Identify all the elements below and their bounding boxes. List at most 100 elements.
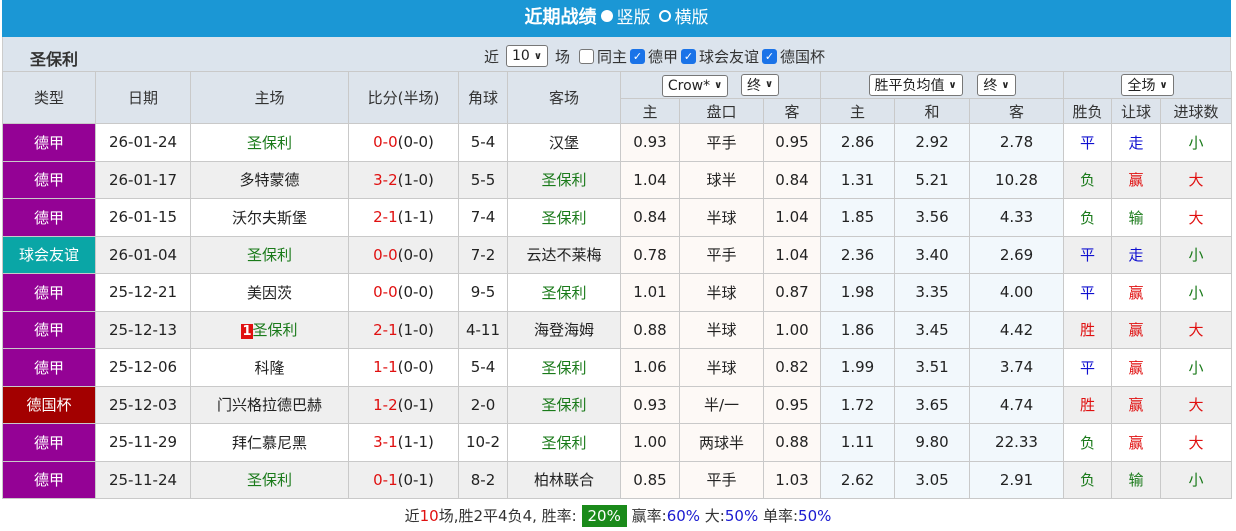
period-select[interactable]: 全场 ∨ — [1121, 74, 1174, 96]
away-team: 圣保利 — [541, 358, 587, 377]
ah-away-odds: 1.03 — [775, 470, 809, 489]
away-cell[interactable]: 柏林联合 — [507, 460, 621, 499]
avg-stage-select[interactable]: 终 ∨ — [977, 74, 1016, 96]
league-type[interactable]: 德甲 — [2, 460, 96, 499]
match-date: 26-01-17 — [108, 170, 178, 189]
ah-away-odds: 0.88 — [775, 433, 809, 452]
radio-vertical[interactable] — [600, 10, 613, 22]
horizontal-label[interactable]: 横版 — [674, 8, 709, 28]
match-count-select[interactable]: 10 ∨ — [506, 45, 548, 67]
away-cell[interactable]: 海登海姆 — [507, 310, 621, 349]
league-type[interactable]: 德甲 — [2, 273, 96, 312]
score-cell[interactable]: 1-2(0-1) — [348, 385, 459, 424]
ah-away-odds: 0.82 — [775, 358, 809, 377]
home-cell[interactable]: 圣保利 — [190, 235, 349, 274]
avg-stage-value: 终 — [983, 78, 998, 94]
score-cell[interactable]: 0-0(0-0) — [348, 123, 459, 162]
league-checkbox-2[interactable]: ✓ — [681, 48, 697, 64]
eu-home-odds: 2.86 — [840, 133, 875, 152]
eu-away-odds: 2.69 — [999, 245, 1034, 264]
league-type[interactable]: 德甲 — [2, 348, 96, 387]
home-cell[interactable]: 圣保利 — [190, 460, 349, 499]
ah-away-odds: 0.95 — [775, 395, 809, 414]
away-cell[interactable]: 圣保利 — [507, 273, 621, 312]
date-cell: 25-11-29 — [95, 423, 191, 462]
eu-home-cell: 2.62 — [820, 460, 896, 499]
avg-select[interactable]: 胜平负均值 ∨ — [868, 74, 963, 96]
corners-cell: 8-2 — [458, 460, 508, 499]
ah-away-odds: 0.95 — [775, 133, 809, 152]
away-cell[interactable]: 圣保利 — [507, 348, 621, 387]
radio-horizontal[interactable] — [658, 10, 671, 22]
score-cell[interactable]: 3-2(1-0) — [348, 160, 459, 199]
league-checkbox-1[interactable]: ✓ — [630, 48, 645, 64]
home-cell[interactable]: 科隆 — [190, 348, 349, 387]
home-cell[interactable]: 圣保利 — [190, 123, 349, 162]
league-type[interactable]: 德甲 — [2, 310, 96, 349]
goals-cell: 大 — [1160, 423, 1233, 462]
league-type[interactable]: 德甲 — [2, 423, 96, 462]
ah-line: 平手 — [706, 471, 737, 490]
away-cell[interactable]: 圣保利 — [507, 423, 621, 462]
league-type[interactable]: 德甲 — [2, 160, 96, 199]
eu-away-odds: 10.28 — [995, 170, 1038, 189]
score-cell[interactable]: 0-0(0-0) — [348, 235, 459, 274]
col-ah-line: 盘口 — [679, 98, 764, 124]
league-type[interactable]: 球会友谊 — [2, 235, 96, 274]
home-cell[interactable]: 多特蒙德 — [190, 160, 349, 199]
same-home-checkbox[interactable] — [578, 48, 594, 64]
ah-home-odds: 1.06 — [633, 358, 667, 377]
ah-line: 平手 — [706, 133, 737, 152]
score-cell[interactable]: 0-0(0-0) — [348, 273, 459, 312]
away-cell[interactable]: 圣保利 — [507, 198, 621, 237]
company-select[interactable]: Crow* ∨ — [661, 74, 729, 97]
ah-away-cell: 0.84 — [762, 160, 822, 199]
result-cell: 负 — [1063, 198, 1113, 237]
ah-line-cell: 半球 — [679, 310, 764, 349]
full-score: 2-1 — [373, 320, 398, 339]
home-cell[interactable]: 美因茨 — [190, 273, 349, 312]
league-checkbox-3[interactable]: ✓ — [762, 48, 778, 64]
home-cell[interactable]: 沃尔夫斯堡 — [190, 198, 349, 237]
eu-home-cell: 1.99 — [820, 348, 896, 387]
match-result: 负 — [1080, 208, 1096, 227]
score-cell[interactable]: 2-1(1-1) — [348, 198, 459, 237]
eu-draw-odds: 3.65 — [915, 395, 949, 414]
over-rate: 50% — [724, 507, 759, 525]
match-date: 25-11-29 — [108, 433, 178, 452]
away-cell[interactable]: 圣保利 — [507, 385, 621, 424]
away-cell[interactable]: 云达不莱梅 — [507, 235, 621, 274]
score-cell[interactable]: 1-1(0-0) — [348, 348, 459, 387]
vertical-label[interactable]: 竖版 — [616, 8, 651, 28]
date-cell: 25-12-21 — [95, 273, 191, 312]
match-date: 25-12-03 — [108, 395, 178, 414]
goals-result: 小 — [1188, 283, 1204, 302]
goals-result: 大 — [1188, 321, 1204, 340]
away-cell[interactable]: 汉堡 — [507, 123, 621, 162]
away-cell[interactable]: 圣保利 — [507, 160, 621, 199]
score-cell[interactable]: 0-1(0-1) — [348, 460, 459, 499]
home-cell[interactable]: 1圣保利 — [190, 310, 349, 349]
result-cell: 平 — [1063, 348, 1113, 387]
home-cell[interactable]: 门兴格拉德巴赫 — [190, 385, 349, 424]
handicap-result: 赢 — [1128, 321, 1144, 340]
company-stage-select[interactable]: 终 ∨ — [741, 73, 780, 96]
match-date: 26-01-24 — [108, 133, 178, 152]
score-cell[interactable]: 3-1(1-1) — [348, 423, 459, 462]
col-goals: 进球数 — [1160, 98, 1233, 124]
league-type[interactable]: 德甲 — [2, 123, 96, 162]
league-type[interactable]: 德国杯 — [2, 385, 96, 424]
table-row: 德国杯 25-12-03 门兴格拉德巴赫 1-2(0-1) 2-0 圣保利 0.93 半/一 0… — [2, 385, 1233, 424]
home-team: 拜仁慕尼黑 — [231, 433, 307, 452]
home-cell[interactable]: 拜仁慕尼黑 — [190, 423, 349, 462]
col-eu-away: 客 — [969, 98, 1065, 124]
chevron-down-icon: ∨ — [765, 79, 774, 90]
league-type[interactable]: 德甲 — [2, 198, 96, 237]
eu-draw-odds: 3.51 — [915, 358, 949, 377]
table-row: 德甲 25-12-21 美因茨 0-0(0-0) 9-5 圣保利 1.01 半球 0.87 1.9… — [2, 273, 1233, 312]
date-cell: 26-01-17 — [95, 160, 191, 199]
score-cell[interactable]: 2-1(1-0) — [348, 310, 459, 349]
half-score: (1-0) — [397, 170, 434, 189]
eu-draw-odds: 3.45 — [915, 320, 949, 339]
eu-away-odds: 4.00 — [999, 283, 1034, 302]
